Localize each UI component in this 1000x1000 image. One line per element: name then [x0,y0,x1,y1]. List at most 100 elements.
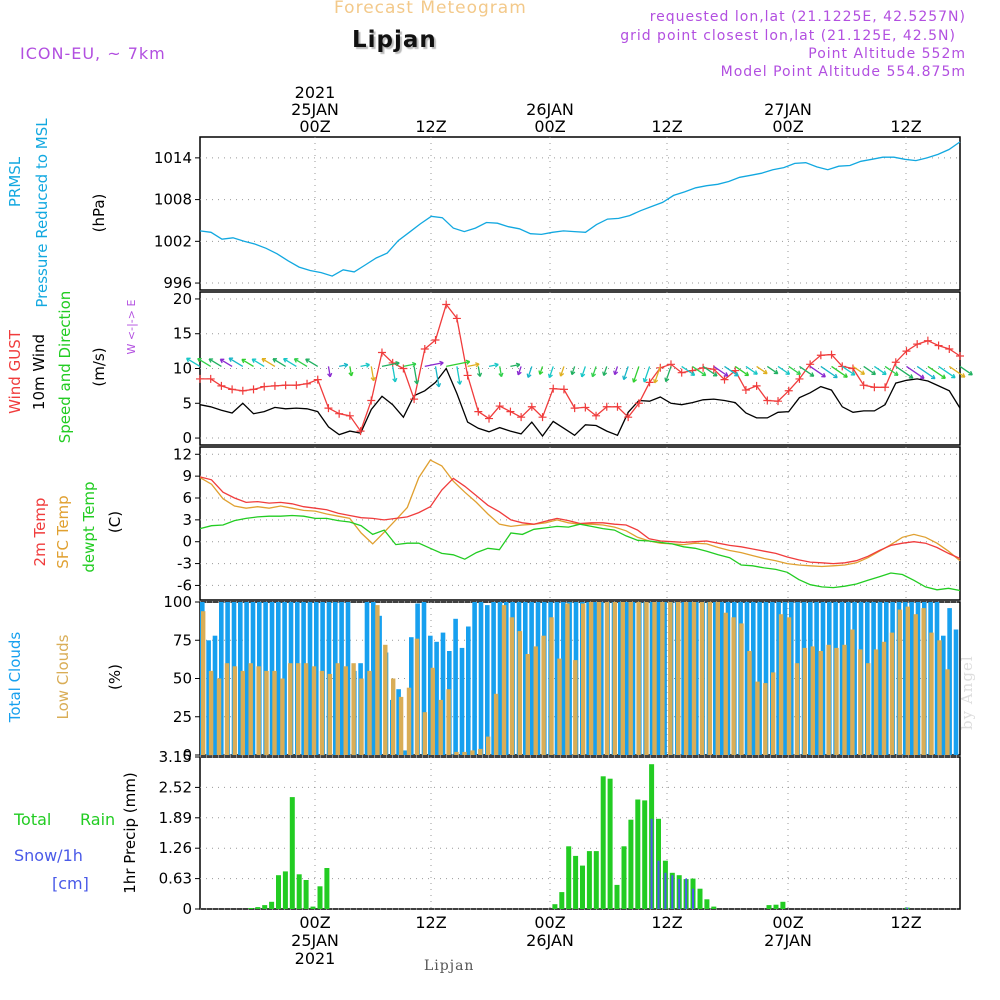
rain-bar-55 [580,865,585,909]
footer-location: Lipjan [424,958,475,974]
wind-arrowhead-63 [882,370,887,376]
cloud-total-bar-71 [649,602,655,755]
wind-arrowhead-8 [272,358,277,363]
wind-arrow-45 [681,365,695,376]
cloud-low-bar-56 [644,602,649,755]
cloud-low-bar-7 [256,666,261,755]
cloud-total-bar-92 [782,602,788,755]
rain-bar-73 [704,899,710,909]
gust-line-marker-26 [474,407,483,416]
cloud-total-bar-68 [630,602,636,755]
cloud-low-bar-48 [581,603,586,755]
cloud-low-bar-52 [612,602,618,755]
cloud-total-bar-2 [212,635,218,755]
panel-frame-0 [199,136,961,291]
wind-arrow-1 [197,358,212,367]
rain-bar-11 [276,875,281,909]
wind-arrowhead-40 [622,375,628,381]
ytick-label-3-0: 0 [182,746,192,764]
wind-arrow-39 [614,366,619,375]
wind-arrowhead-50 [744,371,750,377]
wind-arrowhead-61 [860,370,865,375]
ytick-label-4-1: 0.63 [159,870,192,888]
wind-arrowhead-45 [690,371,696,376]
cloud-low-bar-68 [739,623,744,755]
cloud-low-bar-10 [280,678,285,755]
wind-arrow-53 [766,365,779,375]
cloud-low-bar-39 [509,617,515,755]
bottom-time-label-4-0: 00Z [772,913,803,932]
bottom-time-label-3-0: 12Z [651,913,682,932]
rain-bar-59 [607,778,613,909]
cloud-total-bar-7 [244,602,249,755]
cloud-low-bar-2 [216,678,222,755]
gust-line-marker-65 [891,358,900,367]
wind-arrowhead-1 [197,357,202,363]
ytick-label-2-5: 9 [182,467,192,485]
cloud-low-bar-69 [747,651,752,755]
cloud-total-bar-82 [719,602,724,755]
rain-bar-53 [566,846,572,909]
cloud-low-bar-25 [398,696,404,755]
ytick-label-2-4: 6 [182,489,192,507]
rain-bar-8 [255,907,261,909]
wind-arrow-22 [434,366,440,388]
rain-bar-63 [635,799,641,909]
cloud-low-bar-16 [327,673,333,755]
cloud-total-bar-96 [808,602,813,755]
ytick-label-0-1: 1002 [154,232,192,250]
cloud-low-bar-44 [549,617,554,755]
wind-arrowhead-27 [494,362,499,368]
cloud-low-bar-83 [858,649,863,755]
gust-line-marker-49 [720,375,729,384]
wind-arrowhead-29 [515,362,521,368]
cloud-low-bar-51 [604,602,610,755]
wind-arrow-14 [349,366,353,376]
cloud-low-bar-84 [866,663,871,755]
wind-arrowhead-6 [251,358,257,363]
cloud-low-bar-18 [343,666,348,755]
cloud-total-bar-51 [523,602,528,755]
cloud-low-bar-21 [367,670,372,756]
gust-line-marker-1 [206,374,215,383]
rain-bar-60 [614,884,620,909]
snow-bar-67 [664,872,667,909]
cloud-total-bar-117 [941,635,946,755]
wind-arrowhead-12 [327,372,333,378]
cloud-low-bar-59 [668,602,673,755]
wind-arrowhead-23 [465,359,471,365]
wind-arrow-46 [692,365,707,377]
wind-arrow-38 [603,366,608,376]
ytick-label-4-2: 1.26 [159,839,192,857]
cloud-low-bar-49 [588,602,594,755]
cloud-low-bar-34 [470,750,475,755]
gust-line-marker-7 [270,381,279,390]
cloud-total-bar-46 [491,602,496,755]
snow-bar-69 [678,879,681,909]
cloud-low-bar-12 [296,663,301,755]
rain-bar-15 [303,880,309,909]
wind-arrow-31 [527,366,533,378]
rain-bar-61 [621,846,627,909]
wind-arrow-52 [756,365,768,375]
wind-arrow-16 [370,366,375,381]
gust-line-marker-2 [217,381,226,390]
cloud-low-bar-72 [771,672,776,755]
wind-arrowhead-70 [960,373,966,378]
wind-arrowhead-53 [773,369,779,375]
cloud-low-bar-45 [557,658,562,755]
cloud-total-bar-27 [371,602,376,755]
ytick-label-0-2: 1008 [154,191,192,209]
wind-arrow-37 [591,366,597,377]
snow-bar-71 [692,888,694,909]
cloud-low-bar-76 [802,647,808,755]
ytick-label-4-4: 2.52 [159,778,192,796]
cloud-total-bar-111 [903,602,908,755]
cloud-total-bar-63 [599,602,604,755]
gust-line-marker-27 [485,414,494,423]
cloud-total-bar-1 [206,640,211,756]
cloud-total-bar-48 [504,602,509,755]
model-altitude: Model Point Altitude 554.875m [720,64,966,80]
cloud-low-bar-94 [945,669,950,755]
